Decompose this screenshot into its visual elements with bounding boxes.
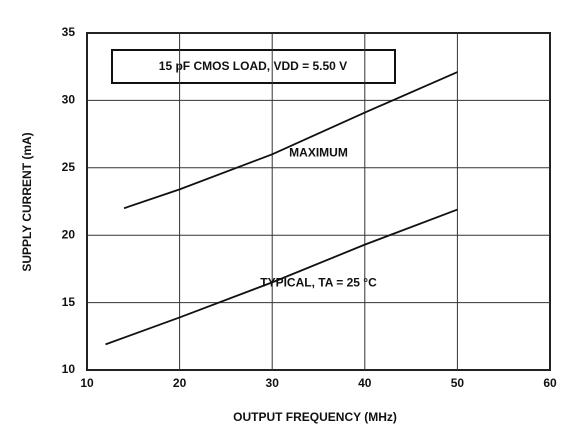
x-axis-label: OUTPUT FREQUENCY (MHz): [233, 410, 397, 424]
series-label: MAXIMUM: [289, 146, 348, 160]
x-tick-label: 20: [173, 376, 187, 390]
x-tick-label: 30: [266, 376, 280, 390]
y-axis-label: SUPPLY CURRENT (mA): [20, 132, 34, 271]
x-tick-label: 60: [543, 376, 557, 390]
series-line: [123, 71, 458, 210]
x-tick-label: 10: [80, 376, 94, 390]
y-tick-label: 30: [62, 93, 76, 107]
x-tick-label: 50: [451, 376, 465, 390]
x-tick-label: 40: [358, 376, 372, 390]
series-line: [105, 208, 458, 346]
y-tick-label: 25: [62, 160, 76, 174]
annotation: 15 pF CMOS LOAD, VDD = 5.50 V: [159, 59, 347, 73]
y-tick-label: 20: [62, 227, 76, 241]
series-label: TYPICAL, TA = 25 °C: [260, 276, 377, 290]
y-tick-label: 35: [62, 25, 76, 39]
y-tick-label: 15: [62, 295, 76, 309]
annotation-box: [111, 49, 396, 84]
y-tick-label: 10: [62, 362, 76, 376]
